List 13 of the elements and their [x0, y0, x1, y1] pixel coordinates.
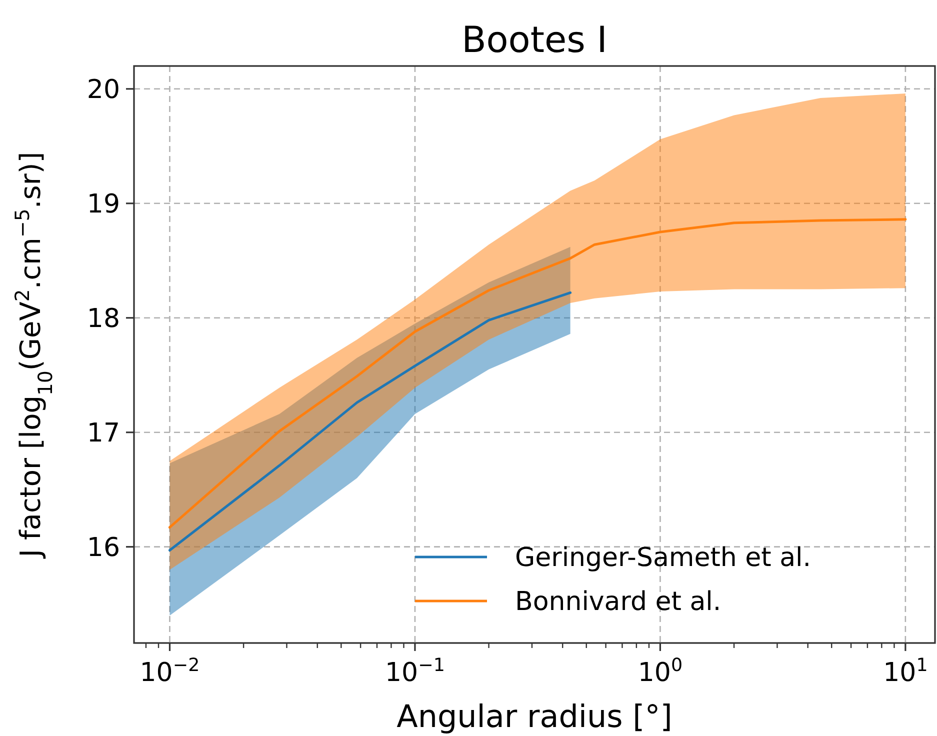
x-tick-label: 10$^{0}$ — [638, 654, 683, 688]
y-tick-label: 17 — [86, 418, 120, 448]
x-axis-title: Angular radius [°] — [396, 699, 672, 735]
x-tick-label: 10$^{1}$ — [883, 654, 928, 688]
x-tick-label: 10$^{−2}$ — [140, 654, 200, 688]
x-tick-label: 10$^{−1}$ — [385, 654, 445, 688]
y-tick-label: 16 — [86, 532, 120, 563]
chart-title: Bootes I — [462, 20, 608, 61]
legend-label: Geringer-Sameth et al. — [515, 543, 812, 573]
y-tick-label: 19 — [86, 189, 120, 220]
legend-label: Bonnivard et al. — [515, 587, 722, 617]
y-tick-label: 20 — [86, 74, 120, 105]
y-tick-label: 18 — [86, 304, 120, 334]
